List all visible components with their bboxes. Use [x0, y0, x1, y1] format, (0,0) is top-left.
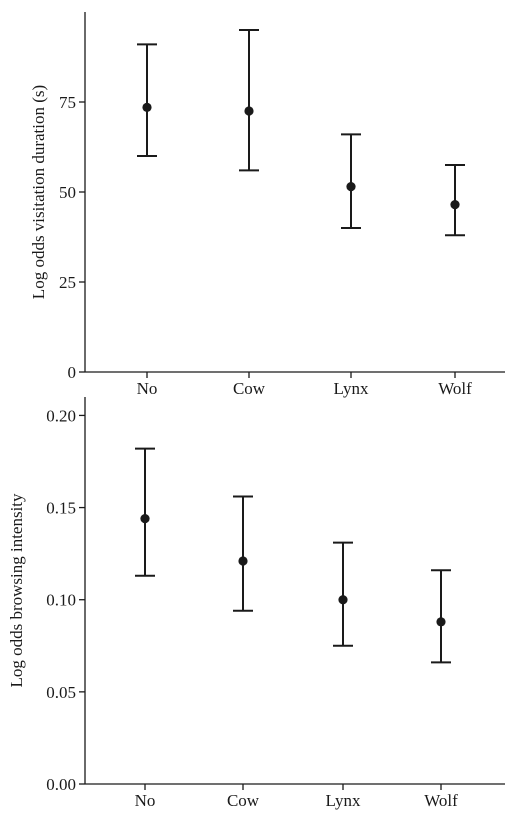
y-axis-title: Log odds browsing intensity — [7, 493, 26, 688]
x-tick-label: Wolf — [424, 791, 458, 810]
x-tick-label: Lynx — [326, 791, 361, 810]
x-tick-label: No — [135, 791, 156, 810]
data-point-wolf — [450, 200, 460, 210]
y-tick-label: 0.10 — [46, 591, 76, 610]
y-tick-label: 75 — [59, 93, 76, 112]
data-point-no — [142, 102, 152, 112]
data-point-cow — [238, 556, 248, 566]
y-tick-label: 25 — [59, 273, 76, 292]
y-tick-label: 0 — [68, 363, 77, 382]
y-tick-label: 0.05 — [46, 683, 76, 702]
data-point-no — [140, 514, 150, 524]
data-point-wolf — [436, 617, 446, 627]
x-tick-label: Cow — [233, 379, 266, 398]
chart-panel-2: 0.00 0.05 0.10 0.15 0.20 No Cow Lynx Wolf Log odd… — [7, 397, 505, 810]
data-point-lynx — [346, 182, 356, 192]
x-tick-label: Cow — [227, 791, 260, 810]
data-point-lynx — [338, 595, 348, 605]
y-axis-title: Log odds visitation duration (s) — [29, 85, 48, 299]
y-tick-label: 0.00 — [46, 775, 76, 794]
y-tick-label: 50 — [59, 183, 76, 202]
chart-panel-1: 0 25 50 75 No Cow Lynx Wolf Log odds visitation … — [29, 12, 505, 398]
y-tick-label: 0.20 — [46, 406, 76, 425]
x-tick-label: No — [137, 379, 158, 398]
y-tick-label: 0.15 — [46, 499, 76, 518]
x-tick-label: Lynx — [334, 379, 369, 398]
x-tick-label: Wolf — [438, 379, 472, 398]
data-point-cow — [244, 106, 254, 116]
